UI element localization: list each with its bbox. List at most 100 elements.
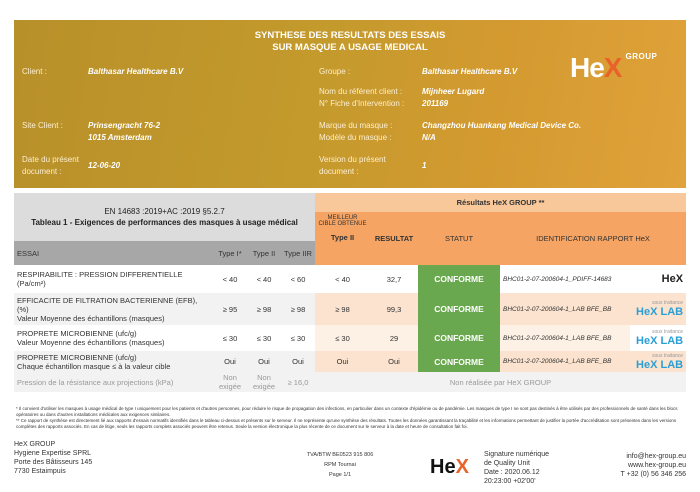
essai-line: RESPIRABILITE : PRESSION DIFFERENTIELLE — [17, 270, 183, 279]
essai-line: (Pa/cm²) — [17, 279, 46, 288]
client-label: Client : — [22, 67, 47, 76]
fiche-value: 201169 — [422, 99, 449, 108]
lab-name: HeX LAB — [636, 358, 684, 371]
hex-lab-logo: sous traitance HeX LAB — [630, 351, 687, 372]
lab-name: HeX LAB — [636, 306, 684, 318]
type1-cell: ≥ 95 — [222, 304, 238, 314]
essai-line: Chaque échantillon masque ≤ à la valeur … — [17, 361, 171, 371]
ident-header: IDENTIFICATION RAPPORT HeX — [500, 212, 687, 265]
type2-cell: < 40 — [256, 274, 272, 284]
essai-line: PROPRETE MICROBIENNE (ufc/g) — [17, 352, 137, 362]
company-name: HeX GROUP — [14, 441, 56, 448]
signature-line: de Quality Unit — [484, 460, 530, 467]
not-performed-note: Non réalisée par HeX GROUP — [449, 377, 552, 387]
marque-label: Marque du masque : — [319, 121, 393, 130]
website-link[interactable]: www.hex-group.eu — [628, 462, 686, 469]
footnote-2: ** Ce rapport de synthèse est directemen… — [16, 418, 677, 429]
version-value: 1 — [422, 161, 427, 170]
type2-cell: Oui — [258, 357, 270, 366]
results-header: Résultats HeX GROUP ** — [315, 193, 687, 212]
type2-cell: ≥ 98 — [256, 304, 272, 314]
essai-line: EFFICACITE DE FILTRATION BACTERIENNE (EF… — [17, 295, 198, 305]
type2-cell: Non exigée — [252, 373, 276, 391]
type1-cell: Non exigée — [218, 373, 242, 391]
signature-date: Date : 2020.06.12 — [484, 469, 540, 476]
essai-cell: PROPRETE MICROBIENNE (ufc/g) Chaque échan… — [14, 351, 213, 372]
title-line-2: SUR MASQUE A USAGE MEDICAL — [272, 42, 428, 53]
essai-line: Valeur Moyenne des échantillons (masques… — [17, 313, 165, 323]
resultat-header: RESULTAT — [370, 212, 419, 265]
type1-header: Type I* — [213, 241, 247, 265]
type2r-cell: ≥ 98 — [290, 304, 306, 314]
fiche-label: N° Fiche d'Intervention : — [319, 99, 405, 108]
modele-label: Modèle du masque : — [319, 133, 392, 142]
best-target-label: MEILLEUR CIBLE OBTENUE — [318, 215, 367, 227]
essai-line: (%) — [17, 304, 29, 314]
type2r-header: Type IIR — [281, 241, 316, 265]
report-id: BHC01-2-07-200604-1_LAB BFE_BB — [500, 293, 631, 325]
footnote-1: * Il convient d'utiliser les masques à u… — [16, 406, 678, 417]
digital-signature: Signature numérique de Quality Unit Date… — [484, 450, 549, 486]
type2-cell: ≤ 30 — [256, 333, 272, 343]
essai-line: PROPRETE MICROBIENNE (ufc/g) — [17, 329, 137, 338]
signature-hex-logo: HeX — [430, 456, 469, 478]
groupe-value: Balthasar Healthcare B.V — [422, 67, 518, 76]
table-row: RESPIRABILITE : PRESSION DIFFERENTIELLE(… — [14, 265, 686, 293]
subcontract-note: sous traitance — [651, 300, 684, 306]
resultat-cell: Oui — [370, 351, 419, 372]
email-link[interactable]: info@hex-group.eu — [626, 453, 686, 460]
logo-group-text: GROUP — [625, 52, 658, 61]
resultat-cell: 99,3 — [370, 293, 419, 325]
vat-number: TVA/BTW BE0523 915 806 — [306, 452, 374, 458]
norm-title: EN 14683 :2019+AC :2019 §5.2.7 — [104, 207, 225, 216]
report-id: BHC01-2-07-200604-1_PDIFF-14683 — [503, 275, 612, 283]
type2r-cell: < 60 — [290, 274, 306, 284]
report-id: BHC01-2-07-200604-1_LAB BFE_BB — [500, 351, 631, 372]
hex-lab-logo: sous traitance HeX LAB — [630, 293, 687, 325]
referent-value: Mijnheer Lugard — [422, 87, 485, 96]
legal-info: TVA/BTW BE0523 915 806 RPM Tournai Page … — [300, 450, 380, 480]
type2-header: Type II — [247, 241, 281, 265]
table-row: PROPRETE MICROBIENNE (ufc/g) Chaque échan… — [14, 351, 687, 372]
date-label-2: document : — [22, 167, 62, 176]
site-label: Site Client : — [22, 121, 63, 130]
page-number: Page 1/1 — [328, 472, 352, 478]
essai-cell: RESPIRABILITE : PRESSION DIFFERENTIELLE(… — [14, 265, 213, 293]
referent-label: Nom du référent client : — [319, 87, 403, 96]
site-line-2: 1015 Amsterdam — [88, 133, 152, 142]
essai-header: ESSAI — [14, 241, 213, 265]
results-table: EN 14683 :2019+AC :2019 §5.2.7 Tableau 1 … — [14, 193, 687, 392]
type2r-cell: Oui — [292, 357, 304, 366]
type1-cell: ≤ 30 — [222, 333, 238, 343]
norm-header: EN 14683 :2019+AC :2019 §5.2.7 Tableau 1 … — [14, 193, 316, 241]
version-label-1: Version du présent — [319, 155, 386, 164]
lab-name: HeX LAB — [636, 335, 684, 347]
best-cell: ≤ 30 — [315, 325, 371, 351]
best-cell: Oui — [315, 351, 371, 372]
type1-cell: Oui — [224, 357, 236, 366]
date-label-1: Date du présent — [22, 155, 79, 164]
company-street: Porte des Bâtisseurs 145 — [14, 459, 93, 466]
marque-value: Changzhou Huankang Medical Device Co. — [422, 121, 582, 130]
phone-number: T +32 (0) 56 346 256 — [620, 471, 686, 478]
subcontract-note: sous traitance — [651, 352, 684, 359]
title-line-1: SYNTHESE DES RESULTATS DES ESSAIS — [254, 30, 446, 41]
best-target-type: Type II — [330, 233, 355, 242]
table-row: PROPRETE MICROBIENNE (ufc/g) Valeur Moyen… — [14, 325, 686, 351]
version-label-2: document : — [319, 167, 359, 176]
best-cell: < 40 — [335, 274, 350, 284]
modele-value: N/A — [422, 133, 436, 142]
resultat-cell: 32,7 — [386, 274, 402, 284]
hex-lab-logo: sous traitance HeX LAB — [630, 325, 686, 351]
hex-group-logo: HeX GROUP — [570, 52, 658, 83]
header-band: SYNTHESE DES RESULTATS DES ESSAIS SUR MAS… — [14, 20, 686, 188]
site-line-1: Prinsengracht 76-2 — [88, 121, 161, 130]
report-id: BHC01-2-07-200604-1_LAB BFE_BB — [500, 325, 631, 351]
tableau-title: Tableau 1 - Exigences de performances de… — [31, 218, 298, 227]
lab-name: HeX — [661, 273, 684, 285]
essai-cell: PROPRETE MICROBIENNE (ufc/g) Valeur Moyen… — [14, 325, 213, 351]
company-city: 7730 Estaimpuis — [14, 468, 66, 475]
groupe-label: Groupe : — [319, 67, 351, 76]
best-target-header: MEILLEUR CIBLE OBTENUE Type II — [315, 212, 371, 265]
subcontract-note: sous traitance — [651, 329, 684, 335]
